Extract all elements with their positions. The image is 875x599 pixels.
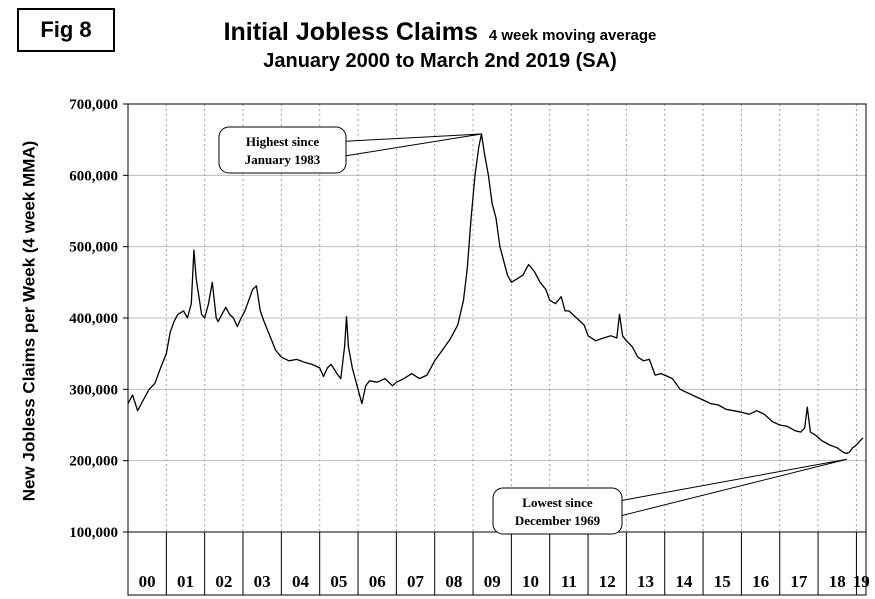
x-tick-label: 03 — [254, 572, 271, 591]
x-tick-label: 04 — [292, 572, 310, 591]
y-tick-label: 200,000 — [69, 454, 118, 470]
y-tick-label: 500,000 — [69, 240, 118, 256]
chart-title-line: Initial Jobless Claims 4 week moving ave… — [130, 18, 750, 47]
x-tick-label: 07 — [407, 572, 425, 591]
x-tick-label: 09 — [484, 572, 501, 591]
x-tick-label: 19 — [853, 572, 870, 591]
x-tick-label: 10 — [522, 572, 539, 591]
annotations: Highest since January 1983 Lowest since Dec… — [218, 126, 847, 535]
x-tick-label: 11 — [561, 572, 577, 591]
x-tick-label: 15 — [714, 572, 731, 591]
callout-pointer — [331, 133, 482, 159]
callout-box — [492, 487, 623, 535]
chart-title-note: 4 week moving average — [488, 27, 657, 44]
chart-subtitle: January 2000 to March 2nd 2019 (SA) — [263, 50, 617, 72]
y-tick-label: 300,000 — [69, 382, 118, 398]
x-tick-label: 12 — [599, 572, 616, 591]
x-tick-label: 01 — [177, 572, 194, 591]
y-tick-label: 700,000 — [69, 97, 118, 113]
figure-label: Fig 8 — [17, 8, 115, 52]
callout-text: Lowest since — [522, 495, 593, 510]
callout-text: January 1983 — [245, 152, 321, 167]
series-line-initial-claims — [127, 133, 864, 455]
x-tick-label: 17 — [790, 572, 808, 591]
y-axis-ticks: 100,000 200,000 300,000 400,000 500,000 600,0… — [69, 97, 128, 541]
y-tick-label: 600,000 — [69, 168, 118, 184]
chart-title: Initial Jobless Claims — [223, 18, 478, 46]
x-tick-label: 08 — [445, 572, 462, 591]
y-tick-label: 400,000 — [69, 311, 118, 327]
callout-box — [218, 126, 347, 174]
x-axis-ticks: 00 01 02 03 04 05 06 07 08 09 10 11 12 13 14 15 16 17 18 19 — [139, 532, 870, 595]
x-tick-label: 18 — [829, 572, 846, 591]
x-tick-label: 05 — [330, 572, 347, 591]
annotation-callout: Lowest since December 1969 — [492, 458, 847, 535]
y-axis-label: New Jobless Claims per Week (4 week MMA) — [19, 141, 38, 502]
x-tick-label: 00 — [139, 572, 156, 591]
callout-text: Highest since — [246, 134, 320, 149]
y-tick-label: 100,000 — [69, 525, 118, 541]
x-tick-label: 14 — [675, 572, 693, 591]
x-tick-label: 13 — [637, 572, 654, 591]
callout-pointer — [607, 458, 847, 520]
plot-area-frame — [127, 103, 867, 596]
callout-text: December 1969 — [515, 513, 601, 528]
x-tick-label: 02 — [215, 572, 232, 591]
x-tick-label: 06 — [369, 572, 386, 591]
x-tick-label: 16 — [752, 572, 769, 591]
annotation-callout: Highest since January 1983 — [218, 126, 482, 174]
